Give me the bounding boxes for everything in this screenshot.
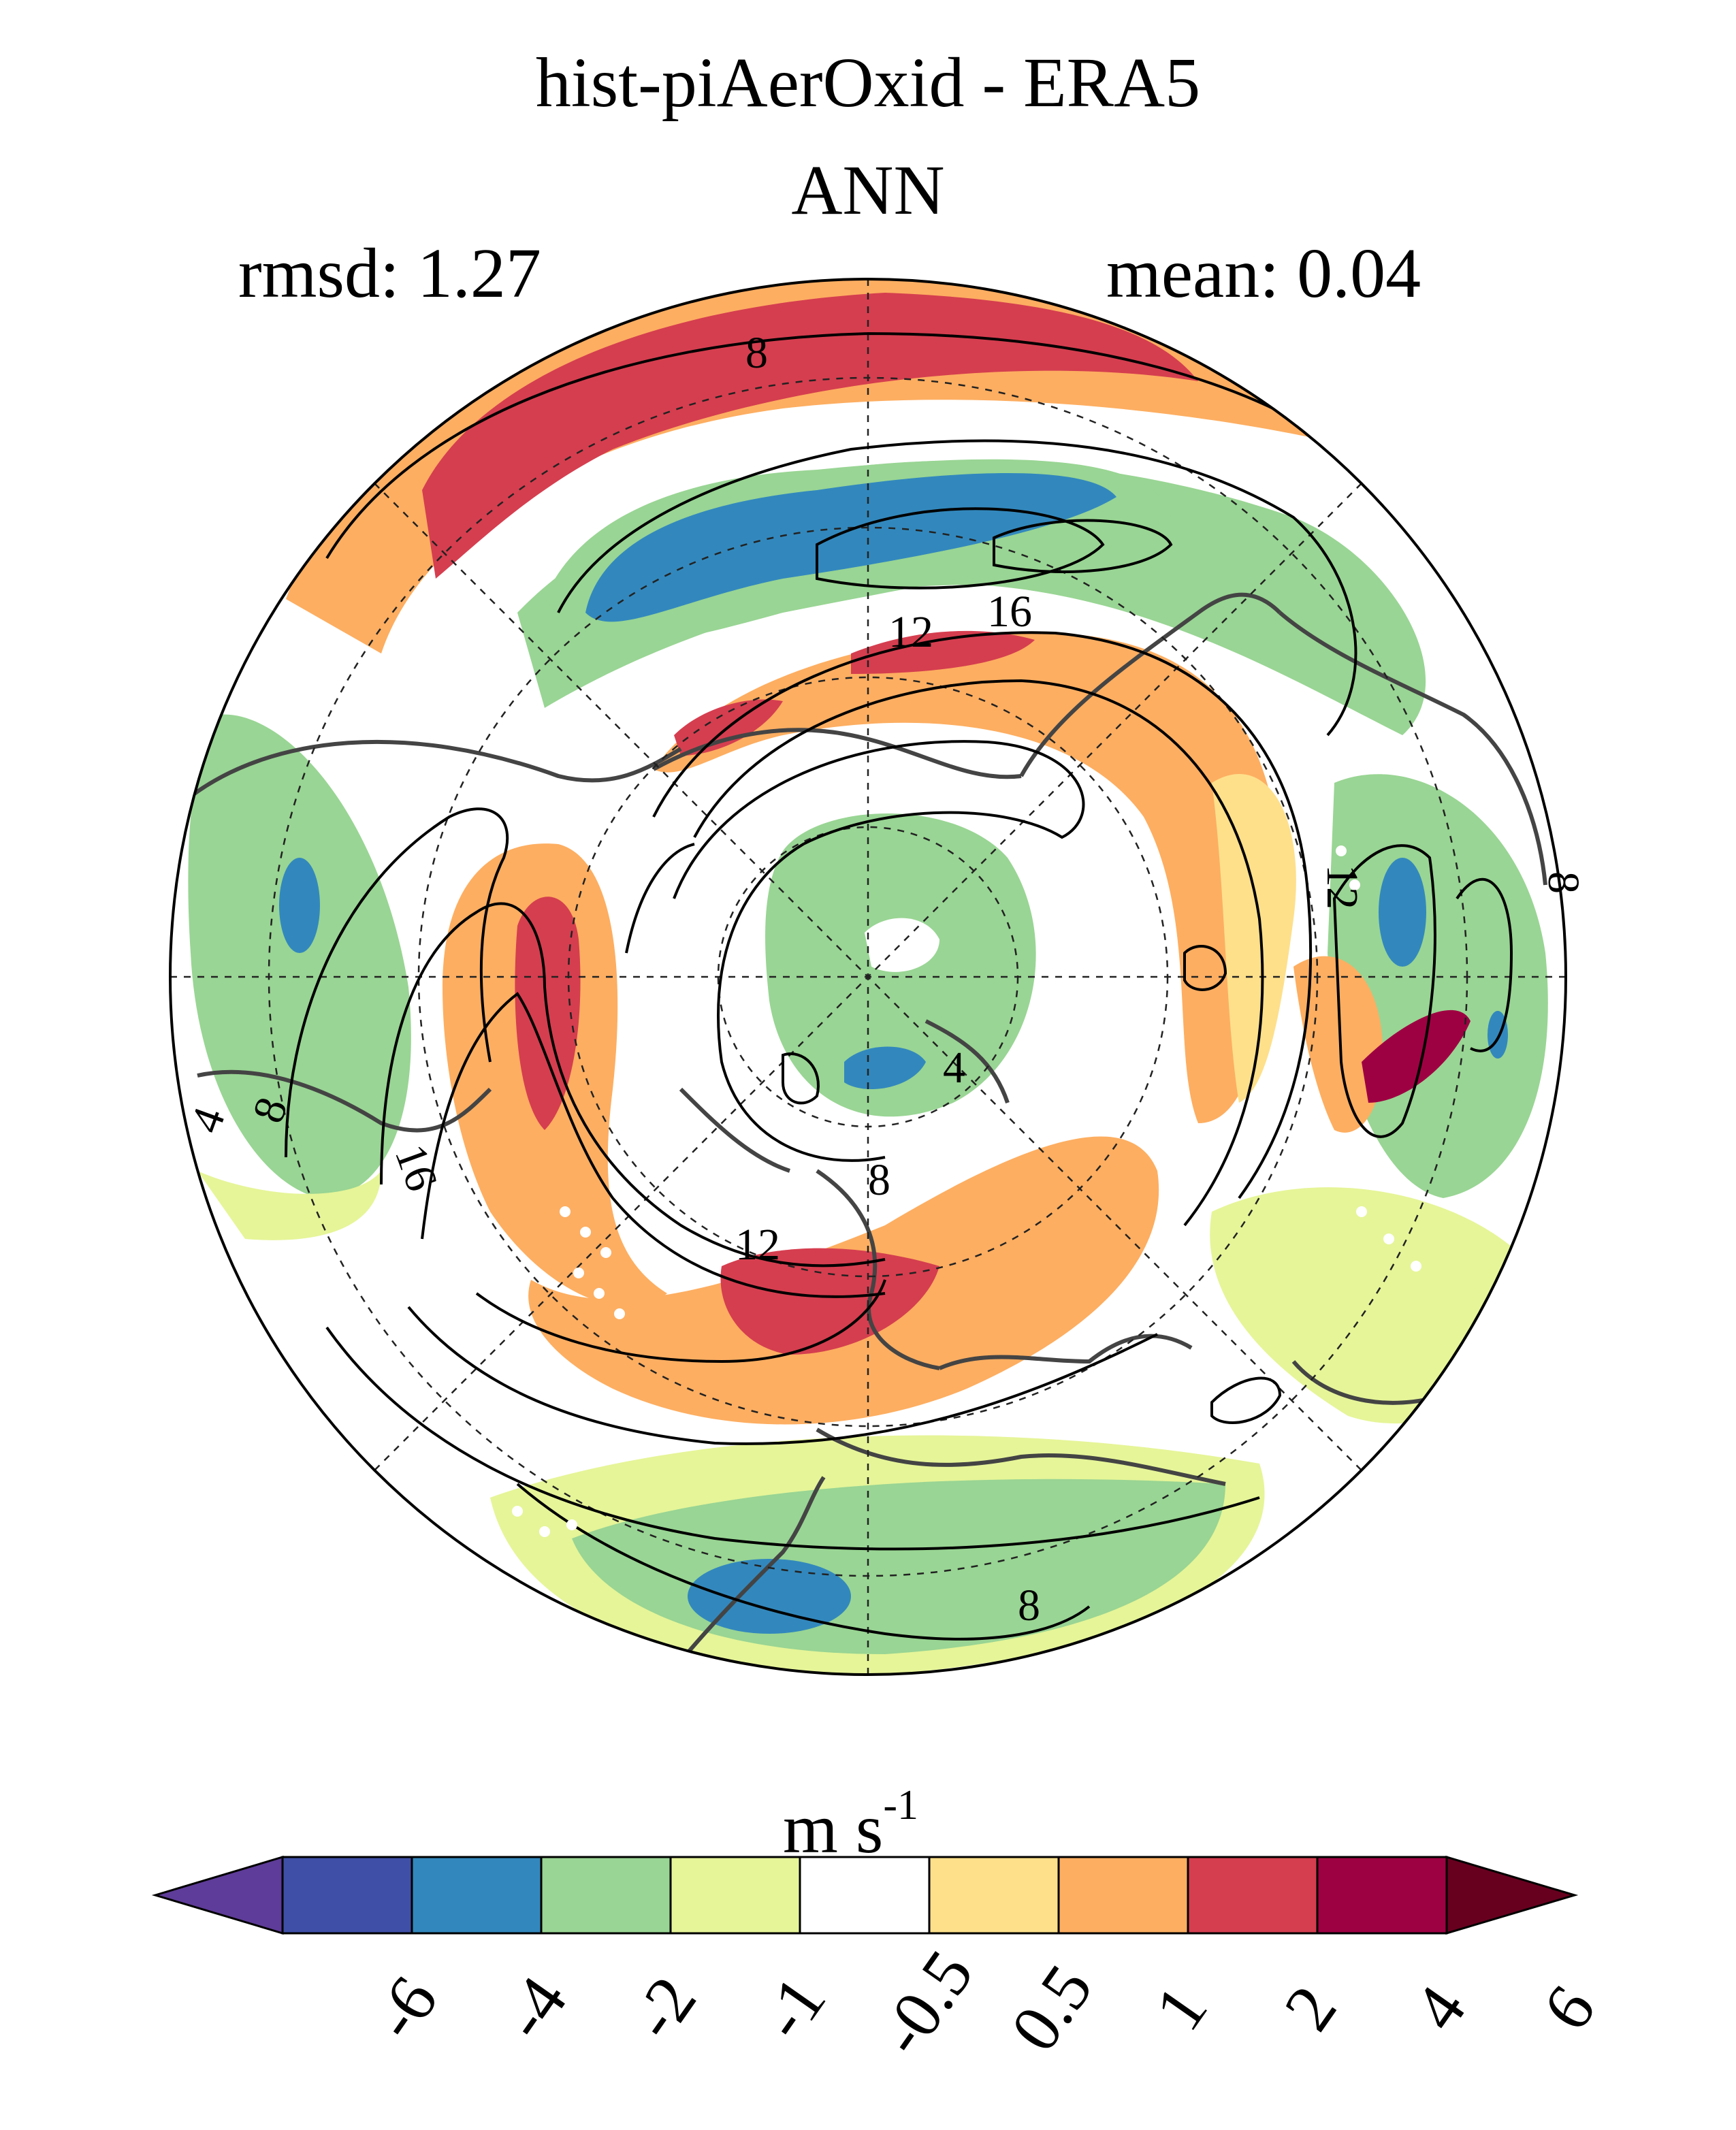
mean-label: mean: 0.04 <box>1106 234 1421 312</box>
colorbar-extend-low <box>151 1855 284 1935</box>
contour-label: 8 <box>745 328 768 378</box>
pole-blue <box>844 1046 926 1089</box>
contour-label: 16 <box>987 587 1032 636</box>
map-fill <box>170 279 1566 1675</box>
colorbar-tick-label: -1 <box>745 1963 840 2053</box>
streak-red-east <box>1293 956 1383 1133</box>
colorbar-units: m s-1 <box>783 1782 919 1868</box>
contour-label: 4 <box>943 1043 965 1093</box>
blob-blue-east <box>1379 858 1426 967</box>
colorbar-box <box>799 1856 931 1935</box>
blob-blue-south <box>688 1559 851 1634</box>
colorbar-box <box>1316 1856 1448 1935</box>
polar-map: 8 12 16 12 4 8 8 16 12 8 8 4 <box>169 278 1588 1676</box>
contour-label: 12 <box>1317 865 1367 909</box>
colorbar-tick-label: 1 <box>1140 1972 1222 2044</box>
contour-label: 8 <box>1018 1581 1040 1630</box>
blob-blue-west <box>279 858 320 953</box>
colorbar-extend-high <box>1445 1855 1579 1935</box>
colorbar-box <box>411 1856 543 1935</box>
ring-yellow-east <box>1212 773 1296 1103</box>
contour-label: 12 <box>735 1220 780 1270</box>
blob-blue-north-core <box>585 473 1116 622</box>
pole-white <box>865 918 939 972</box>
figure-title: hist-piAerOxid - ERA5 <box>535 44 1201 122</box>
ring-red-north <box>851 630 1035 674</box>
contour-label: 8 <box>1539 871 1588 894</box>
colorbar-tick-label: 2 <box>1269 1972 1351 2044</box>
colorbar-tick-label: -4 <box>487 1963 581 2053</box>
colorbar-tick-label: 0.5 <box>996 1951 1107 2065</box>
map-border <box>169 278 1567 1676</box>
colorbar-box <box>1057 1856 1189 1935</box>
band-yellow-west <box>197 1171 381 1240</box>
contour-label: 8 <box>868 1155 890 1205</box>
significance-stipples <box>512 811 1421 1537</box>
band-red-north <box>422 293 1198 579</box>
rmsd-label: rmsd: 1.27 <box>238 234 541 312</box>
colorbar <box>151 1855 1579 1935</box>
colorbar-tick-label: -6 <box>357 1963 452 2053</box>
graticule <box>170 279 1566 1675</box>
season-label: ANN <box>791 151 945 229</box>
colorbar-box <box>281 1856 413 1935</box>
contour-label: 12 <box>888 607 933 657</box>
colorbar-tick-label: 4 <box>1398 1972 1481 2044</box>
colorbar-box <box>1187 1856 1319 1935</box>
colorbar-box <box>928 1856 1060 1935</box>
ring-red-south <box>720 1248 939 1355</box>
contours <box>285 332 1513 1641</box>
colorbar-tick-label: -2 <box>616 1963 711 2053</box>
colorbar-box <box>669 1856 801 1935</box>
colorbar-box <box>540 1856 672 1935</box>
ring-orange-north <box>654 632 1280 1123</box>
band-green-west <box>188 714 411 1198</box>
colorbar-tick-label: 6 <box>1528 1972 1610 2044</box>
streak-darkred-east <box>1362 1010 1470 1103</box>
colorbar-tick-label: -0.5 <box>863 1937 988 2069</box>
